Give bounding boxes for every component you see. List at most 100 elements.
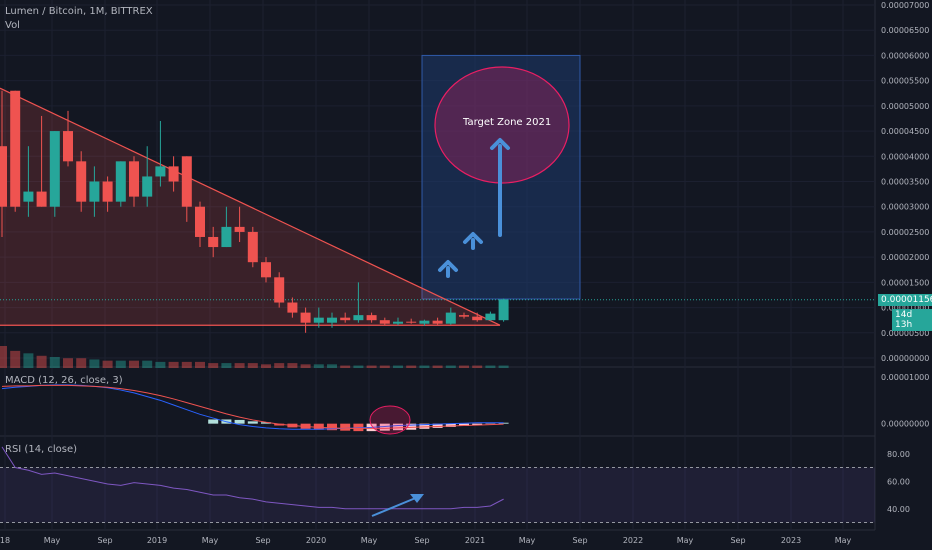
candle-body	[247, 231, 258, 263]
x-tick-label: Sep	[414, 536, 429, 545]
candle-body	[168, 166, 179, 182]
x-tick-label: May	[835, 536, 852, 545]
candle-body	[419, 320, 430, 324]
macd-tick-label: 0.00001000	[881, 373, 929, 382]
rsi-arrow-head	[410, 494, 424, 503]
x-tick-label: Sep	[255, 536, 270, 545]
macd-tick-label: 0.00000000	[881, 420, 929, 429]
macd-histogram-bar	[393, 423, 403, 431]
volume-bar	[247, 363, 258, 368]
triangle-upper-line	[0, 87, 501, 326]
volume-bar	[379, 365, 390, 368]
volume-legend: Vol	[5, 20, 20, 31]
macd-histogram-bar	[247, 421, 258, 424]
volume-bar	[168, 361, 179, 368]
volume-bar	[366, 365, 377, 368]
x-tick-label: 2023	[781, 536, 801, 545]
y-tick-label: 0.00006500	[881, 26, 929, 35]
volume-bar	[419, 365, 430, 368]
y-tick-label: 0.00003500	[881, 178, 929, 187]
macd-histogram-bar	[208, 419, 219, 424]
y-tick-label: 0.00000000	[881, 354, 929, 363]
x-tick-label: May	[202, 536, 219, 545]
y-tick-label: 0.00005000	[881, 102, 929, 111]
x-tick-label: May	[677, 536, 694, 545]
x-tick-label: Sep	[97, 536, 112, 545]
candle-body	[234, 226, 245, 232]
volume-bar	[485, 365, 496, 368]
volume-bar	[208, 363, 219, 368]
candle-body	[300, 312, 311, 323]
volume-bar	[313, 364, 324, 368]
volume-bar	[261, 364, 271, 368]
candle-body	[472, 316, 483, 321]
candle-body	[379, 320, 390, 324]
candle-body	[340, 317, 351, 321]
volume-bar	[115, 360, 126, 368]
target-zone-label: Target Zone 2021	[463, 117, 552, 128]
volume-bar	[0, 346, 7, 368]
macd-histogram-bar	[313, 423, 324, 430]
volume-bar	[221, 363, 232, 368]
rsi-legend: RSI (14, close)	[5, 444, 78, 455]
candle-body	[49, 131, 60, 207]
candle-body	[221, 226, 232, 248]
y-tick-label: 0.00002500	[881, 228, 929, 237]
up-arrows	[438, 138, 510, 278]
volume-bar	[142, 360, 153, 368]
candle-body	[89, 181, 100, 202]
rsi-tick-label: 60.00	[887, 477, 910, 486]
volume-bar	[129, 360, 139, 368]
macd-histogram-bar	[234, 419, 245, 424]
y-tick-label: 0.00006000	[881, 51, 929, 60]
macd-highlight-ellipse	[369, 405, 411, 435]
y-tick-label: 0.00004500	[881, 127, 929, 136]
candle-body	[195, 206, 205, 237]
macd-legend: MACD (12, 26, close, 3)	[5, 375, 123, 386]
x-tick-label: May	[519, 536, 536, 545]
volume-bar	[300, 364, 311, 368]
candle-body	[445, 312, 456, 324]
candle-body	[36, 191, 47, 207]
volume-bar	[459, 365, 469, 368]
volume-bar	[23, 353, 34, 368]
macd-histogram-bar	[340, 423, 351, 431]
arrow-head	[438, 260, 458, 272]
x-tick-label: 2020	[306, 536, 326, 545]
volume-bar	[63, 358, 73, 368]
signal-line	[1, 384, 504, 429]
countdown-tag: 14d 13h	[892, 309, 932, 331]
volume-bar	[406, 365, 417, 368]
candle-body	[102, 181, 113, 202]
candle-body	[287, 302, 298, 313]
rsi-line	[1, 446, 504, 510]
arrow-head	[490, 138, 510, 150]
volume-bar	[49, 357, 60, 368]
candle-body	[353, 315, 364, 321]
x-tick-label: 2022	[623, 536, 643, 545]
rsi-band	[0, 467, 875, 523]
macd-histogram-bar	[459, 423, 469, 426]
volume-bar	[498, 365, 509, 368]
volume-bar	[472, 365, 483, 368]
candle-body	[498, 299, 509, 321]
macd-histogram-bar	[432, 423, 443, 428]
rsi-arrow-shaft	[371, 496, 419, 517]
macd-histogram-bar	[327, 423, 337, 431]
macd-histogram-bar	[472, 423, 483, 426]
descending-triangle	[0, 87, 875, 326]
candle-body	[23, 191, 34, 202]
x-tick-label: 18	[0, 536, 10, 545]
candle-body	[155, 166, 166, 177]
candle-body	[129, 161, 139, 197]
macd-histogram-bar	[379, 423, 390, 431]
x-tick-label: 2019	[147, 536, 167, 545]
volume-bar	[89, 359, 100, 368]
y-tick-label: 0.00007000	[881, 1, 929, 10]
y-tick-label: 0.00002000	[881, 253, 929, 262]
volume-bar	[195, 361, 205, 368]
symbol-legend: Lumen / Bitcoin, 1M, BITTREX	[5, 6, 153, 17]
rsi-tick-label: 80.00	[887, 450, 910, 459]
